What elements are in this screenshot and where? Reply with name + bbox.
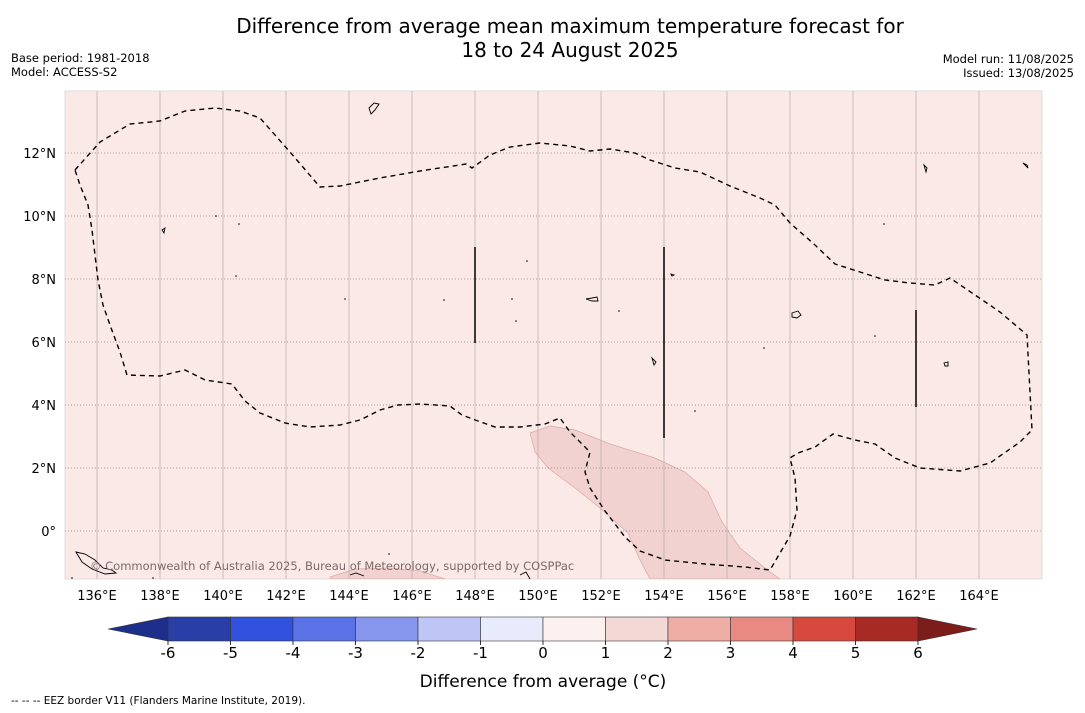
- model-text: Model: ACCESS-S2: [11, 65, 118, 79]
- longitude-label: 164°E: [959, 589, 999, 604]
- colorbar-tick-labels: -6 -5 -4 -3 -2 -1 0 1 2 3 4 5 6: [161, 641, 923, 662]
- islet-dots: [71, 215, 885, 579]
- island: [519, 571, 531, 579]
- latitude-label: 4°N: [32, 399, 57, 414]
- colorbar-swatch: [292, 616, 356, 642]
- longitude-label: 152°E: [581, 589, 621, 604]
- longitude-label: 138°E: [140, 589, 180, 604]
- latitude-label: 10°N: [23, 210, 56, 225]
- latitude-labels: 12°N 10°N 8°N 6°N 4°N 2°N 0°: [23, 147, 56, 540]
- colorbar-swatch: [417, 616, 481, 642]
- island: [923, 163, 928, 174]
- colorbar-tick-label: -4: [286, 644, 301, 662]
- colorbar-swatch: [167, 616, 231, 642]
- island-guam: [368, 102, 380, 115]
- longitude-label: 160°E: [833, 589, 873, 604]
- longitude-label: 154°E: [644, 589, 684, 604]
- model-run-text: Model run: 11/08/2025: [942, 52, 1074, 66]
- anomaly-patch-small: [329, 567, 446, 579]
- colorbar-swatch: [855, 616, 919, 642]
- colorbar-under-arrow: [107, 616, 169, 642]
- island: [670, 273, 676, 277]
- island-png-coast: [75, 551, 118, 575]
- colorbar-tick-label: -1: [473, 644, 488, 662]
- issued-text: Issued: 13/08/2025: [963, 66, 1074, 80]
- colorbar-tick-label: -5: [223, 644, 238, 662]
- copyright-notice: © Commonwealth of Australia 2025, Bureau…: [90, 559, 574, 573]
- colorbar-tick-label: -2: [411, 644, 426, 662]
- colorbar-label: Difference from average (°C): [420, 672, 667, 692]
- longitude-label: 148°E: [455, 589, 495, 604]
- latitude-label: 12°N: [23, 147, 56, 162]
- title-line-1: Difference from average mean maximum tem…: [236, 14, 904, 38]
- colorbar-tick-label: 0: [538, 644, 548, 662]
- longitude-label: 142°E: [266, 589, 306, 604]
- colorbar-tick-label: 2: [663, 644, 673, 662]
- longitude-label: 150°E: [518, 589, 558, 604]
- longitude-label: 146°E: [392, 589, 432, 604]
- island: [161, 227, 166, 235]
- longitude-label: 140°E: [203, 589, 243, 604]
- latitude-label: 6°N: [32, 336, 57, 351]
- latitude-label: 2°N: [32, 462, 57, 477]
- colorbar-swatch: [792, 616, 856, 642]
- map-title: Difference from average mean maximum tem…: [0, 14, 1085, 62]
- eez-border-north: [74, 107, 1033, 571]
- colorbar-swatch: [667, 616, 731, 642]
- longitude-labels: 136°E 138°E 140°E 142°E 144°E 146°E 148°E 150°E…: [77, 589, 999, 604]
- colorbar-swatch: [730, 616, 794, 642]
- colorbar-tick-label: 3: [726, 644, 736, 662]
- meta-left: Base period: 1981-2018 Model: ACCESS-S2: [11, 51, 150, 79]
- footnote: -- -- -- EEZ border V11 (Flanders Marine…: [11, 695, 306, 707]
- colorbar-tick-label: 6: [913, 644, 923, 662]
- latitude-label: 0°: [41, 525, 56, 540]
- longitude-label: 158°E: [770, 589, 810, 604]
- island: [943, 361, 949, 367]
- colorbar-swatch: [480, 616, 544, 642]
- colorbar-swatch: [605, 616, 669, 642]
- island: [1022, 162, 1029, 169]
- colorbar-tick-label: -3: [348, 644, 363, 662]
- colorbar-swatch: [542, 616, 606, 642]
- island: [349, 572, 365, 577]
- longitude-label: 144°E: [329, 589, 369, 604]
- anomaly-patch-1-to-2: [529, 425, 781, 579]
- colorbar-tick-label: 4: [788, 644, 798, 662]
- longitude-label: 136°E: [77, 589, 117, 604]
- colorbar-tick-label: -6: [161, 644, 176, 662]
- islands: [75, 102, 1029, 579]
- island-pohnpei: [585, 296, 599, 302]
- meta-right: Model run: 11/08/2025 Issued: 13/08/2025: [943, 52, 1074, 80]
- island-kosrae: [791, 310, 802, 319]
- title-line-2: 18 to 24 August 2025: [461, 38, 679, 62]
- colorbar-tick-label: 5: [851, 644, 861, 662]
- colorbar-over-arrow: [917, 616, 978, 642]
- colorbar-tick-label: 1: [601, 644, 611, 662]
- colorbar-swatch: [355, 616, 419, 642]
- island: [651, 356, 657, 367]
- longitude-label: 162°E: [896, 589, 936, 604]
- longitude-label: 156°E: [707, 589, 747, 604]
- colorbar-swatch: [230, 616, 294, 642]
- latitude-label: 8°N: [32, 273, 57, 288]
- base-period-text: Base period: 1981-2018: [11, 51, 150, 65]
- map-area: [64, 90, 1043, 580]
- colorbar: [107, 616, 978, 642]
